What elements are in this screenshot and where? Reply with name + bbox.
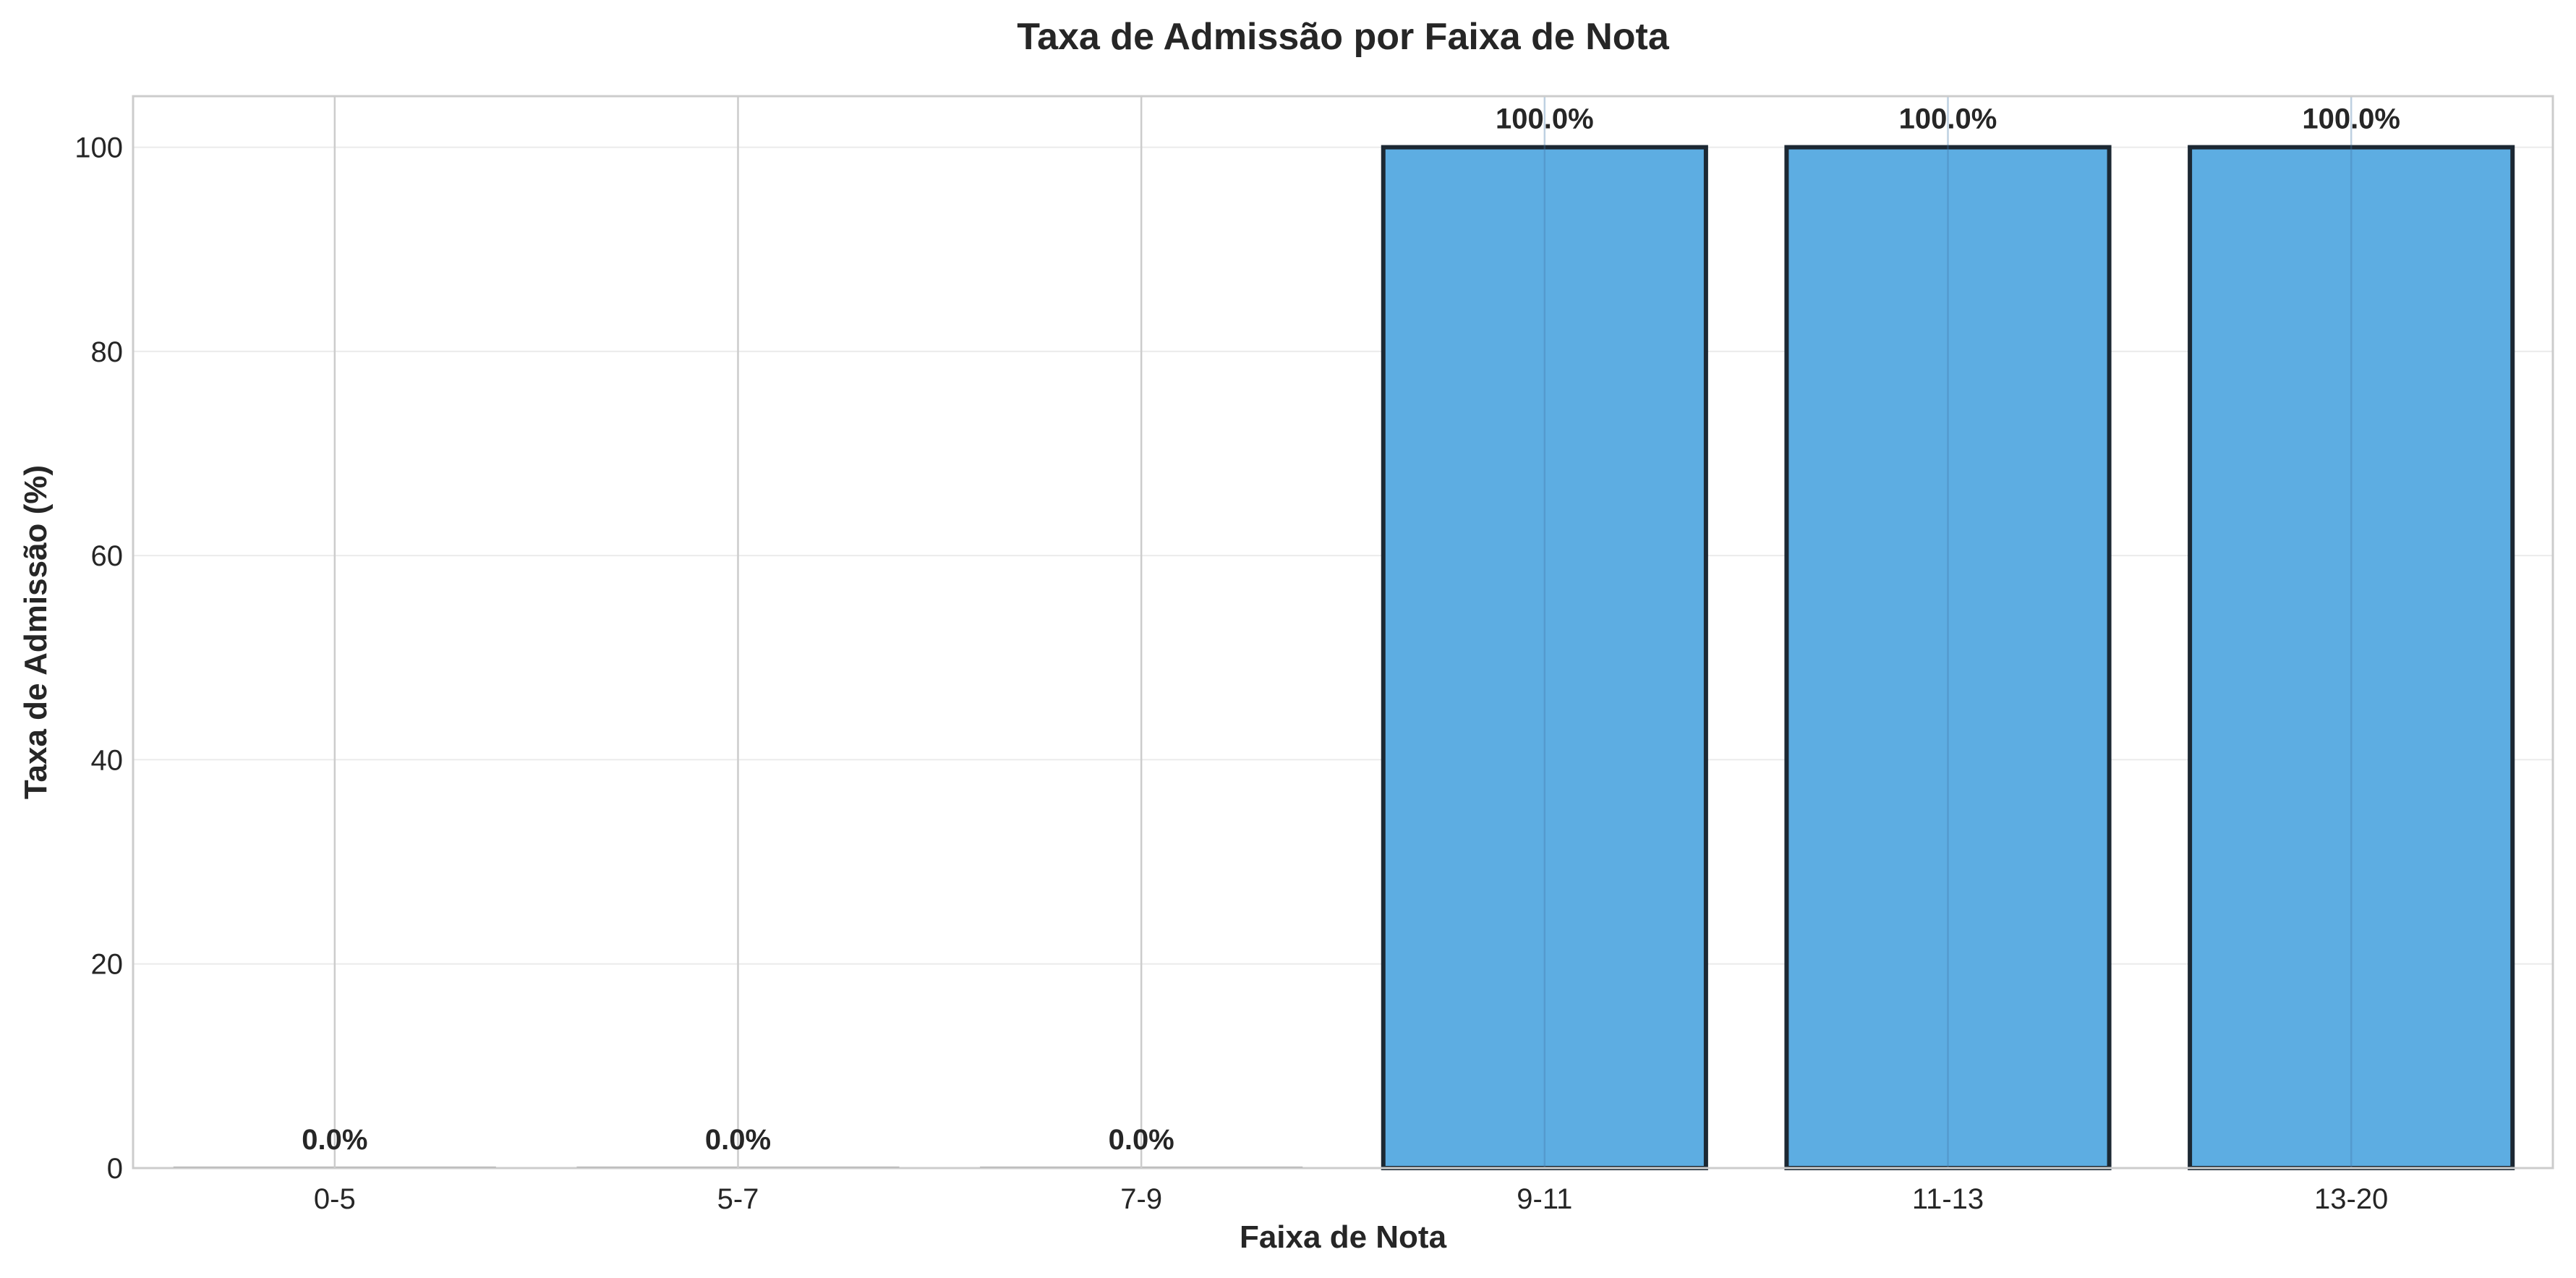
x-tick-label: 0-5 xyxy=(314,1183,356,1215)
y-tick-label: 60 xyxy=(91,540,124,572)
data-label: 100.0% xyxy=(1496,103,1594,135)
y-tick-label: 40 xyxy=(91,744,124,776)
bar xyxy=(1784,145,2112,1171)
tick-labels: 0 20 40 60 80 100 0-5 5-7 7-9 9-11 11-13 13-20 xyxy=(74,132,2388,1215)
x-axis-label: Faixa de Nota xyxy=(1240,1219,1447,1255)
data-label: 0.0% xyxy=(705,1124,771,1156)
bar xyxy=(1381,145,1708,1171)
plot-frame xyxy=(132,95,2554,1170)
x-tick-label: 13-20 xyxy=(2314,1183,2388,1215)
y-tick-label: 100 xyxy=(74,132,123,164)
x-tick-label: 9-11 xyxy=(1517,1183,1572,1215)
y-tick-label: 0 xyxy=(107,1153,123,1185)
x-tick-label: 11-13 xyxy=(1912,1183,1984,1215)
data-labels: 0.0% 0.0% 0.0% 100.0% 100.0% 100.0% xyxy=(302,103,2400,1156)
y-axis-label: Taxa de Admissão (%) xyxy=(18,465,54,799)
data-label: 100.0% xyxy=(2302,103,2400,135)
chart-title: Taxa de Admissão por Faixa de Nota xyxy=(1017,16,1670,58)
y-tick-label: 80 xyxy=(91,336,124,368)
y-tick-label: 20 xyxy=(91,949,124,981)
x-grid xyxy=(333,96,2353,1168)
data-label: 100.0% xyxy=(1899,103,1997,135)
data-label: 0.0% xyxy=(302,1124,367,1156)
x-tick-label: 7-9 xyxy=(1120,1183,1162,1215)
x-tick-label: 5-7 xyxy=(717,1183,759,1215)
data-label: 0.0% xyxy=(1109,1124,1174,1156)
